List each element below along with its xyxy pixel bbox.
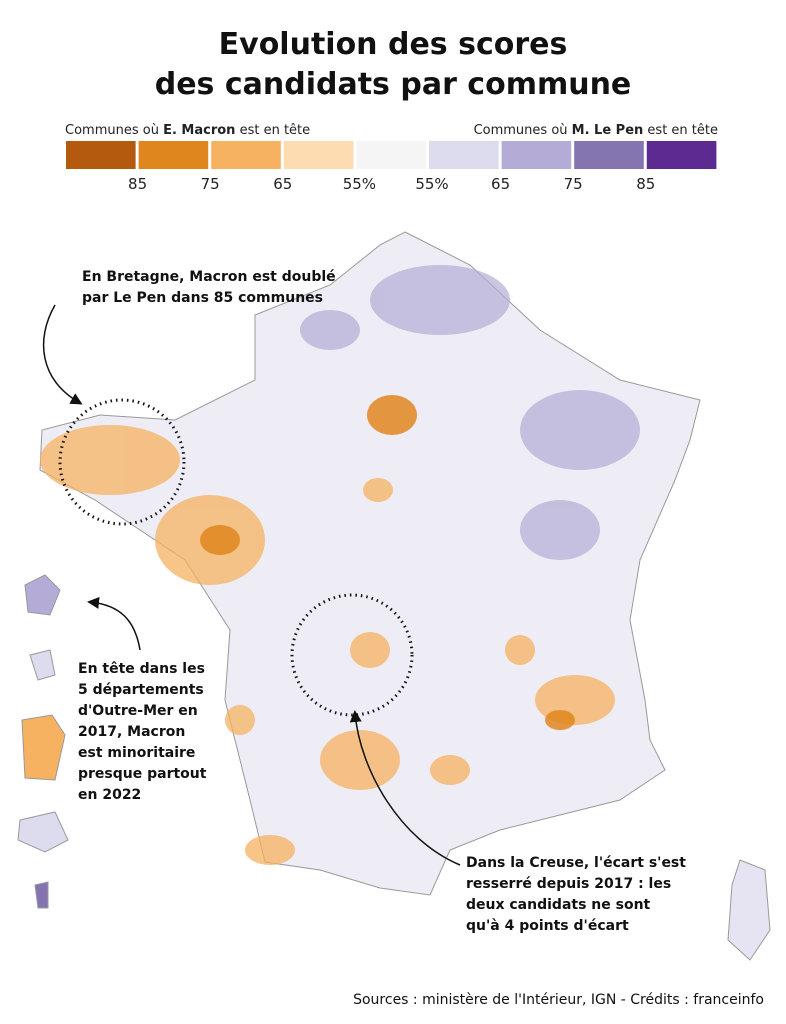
legend-tick: 85	[636, 175, 655, 193]
legend-tick: 75	[201, 175, 220, 193]
legend-label-part: Communes où	[65, 123, 163, 138]
legend-swatch	[211, 141, 281, 169]
annotation-line: 2017, Macron	[78, 724, 185, 740]
annotation-line: En tête dans les	[78, 661, 205, 677]
annotation-line: deux candidats ne sont	[466, 897, 651, 913]
legend-label-part: M. Le Pen	[572, 123, 644, 138]
legend-tick: 55%	[415, 175, 448, 193]
legend-label: Communes où M. Le Pen est en tête	[474, 123, 718, 138]
title-line: des candidats par commune	[155, 67, 632, 102]
annotation-line: est minoritaire	[78, 745, 195, 761]
legend-label-part: est en tête	[235, 123, 310, 138]
legend-tick: 65	[491, 175, 510, 193]
source: Sources : ministère de l'Intérieur, IGN …	[353, 992, 764, 1008]
legend-swatch	[356, 141, 426, 169]
annotation-line: par Le Pen dans 85 communes	[82, 290, 323, 306]
legend-label-part: est en tête	[643, 123, 718, 138]
legend-swatch	[429, 141, 499, 169]
legend-swatch	[66, 141, 136, 169]
annotation-line: Dans la Creuse, l'écart s'est	[466, 855, 686, 871]
legend-tick: 65	[273, 175, 292, 193]
legend-tick: 55%	[343, 175, 376, 193]
legend-swatch	[646, 141, 717, 169]
annotation-line: d'Outre-Mer en	[78, 703, 198, 719]
legend-tick: 75	[564, 175, 583, 193]
annotation-line: presque partout	[78, 766, 207, 782]
annotation-line: en 2022	[78, 787, 141, 803]
legend-swatch	[283, 141, 354, 169]
title-line: Evolution des scores	[219, 27, 568, 62]
legend-label-part: E. Macron	[163, 123, 235, 138]
legend-label: Communes où E. Macron est en tête	[65, 123, 310, 138]
legend-swatch	[574, 141, 644, 169]
map	[17, 231, 771, 961]
annotation-line: 5 départements	[78, 682, 204, 698]
annotation-line: resserré depuis 2017 : les	[466, 876, 671, 892]
legend-swatch	[138, 141, 209, 169]
legend-tick: 85	[128, 175, 147, 193]
annotation-line: qu'à 4 points d'écart	[466, 918, 629, 934]
legend-swatch	[501, 141, 572, 169]
annotation-line: En Bretagne, Macron est doublé	[82, 269, 336, 285]
legend-label-part: Communes où	[474, 123, 572, 138]
